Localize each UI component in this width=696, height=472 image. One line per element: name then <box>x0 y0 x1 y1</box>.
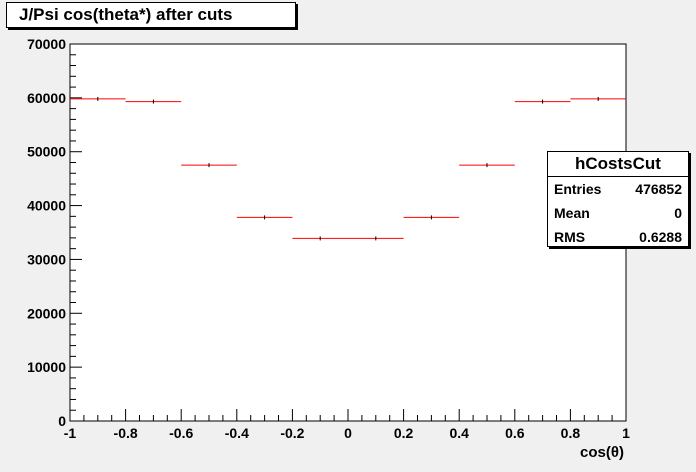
y-tick-label: 30000 <box>27 251 66 267</box>
y-tick-label: 50000 <box>27 144 66 160</box>
y-tick-label: 20000 <box>27 305 66 321</box>
y-tick-label: 70000 <box>27 36 66 52</box>
stats-box: hCostsCut Entries 476852 Mean 0 RMS 0.62… <box>547 151 689 247</box>
y-tick-label: 60000 <box>27 90 66 106</box>
stats-value: 0 <box>674 205 682 221</box>
x-tick-label: 0.8 <box>561 425 581 441</box>
y-tick-label: 40000 <box>27 198 66 214</box>
x-tick-label: 0.4 <box>449 425 469 441</box>
stats-row-rms: RMS 0.6288 <box>548 225 688 249</box>
stats-row-entries: Entries 476852 <box>548 177 688 201</box>
x-tick-label: -0.6 <box>169 425 193 441</box>
stats-label: Mean <box>554 205 590 221</box>
plot-frame <box>69 43 627 422</box>
x-tick-label: -0.2 <box>280 425 304 441</box>
stats-value: 476852 <box>635 181 682 197</box>
x-tick-label: -0.8 <box>114 425 138 441</box>
x-tick-label: 0.6 <box>505 425 525 441</box>
y-tick-label: 0 <box>58 413 66 429</box>
x-axis-label: cos(θ) <box>580 444 624 461</box>
stats-label: RMS <box>554 229 586 245</box>
stats-name: hCostsCut <box>548 152 688 177</box>
histogram-series <box>70 96 626 241</box>
y-tick-label: 10000 <box>27 359 66 375</box>
stats-value: 0.6288 <box>639 229 682 245</box>
x-tick-label: -1 <box>64 425 77 441</box>
x-tick-label: 1 <box>622 425 630 441</box>
x-tick-label: 0.2 <box>394 425 414 441</box>
x-axis: -1 -0.8 -0.6 -0.4 -0.2 0 0.2 0.4 0.6 0.8 1 <box>64 409 630 441</box>
x-tick-label: -0.4 <box>225 425 249 441</box>
stats-label: Entries <box>554 181 602 197</box>
x-tick-label: 0 <box>344 425 352 441</box>
stats-row-mean: Mean 0 <box>548 201 688 225</box>
y-axis: 0 10000 20000 30000 40000 50000 60000 70000 <box>27 36 82 429</box>
chart-title: J/Psi cos(theta*) after cuts <box>6 2 296 28</box>
